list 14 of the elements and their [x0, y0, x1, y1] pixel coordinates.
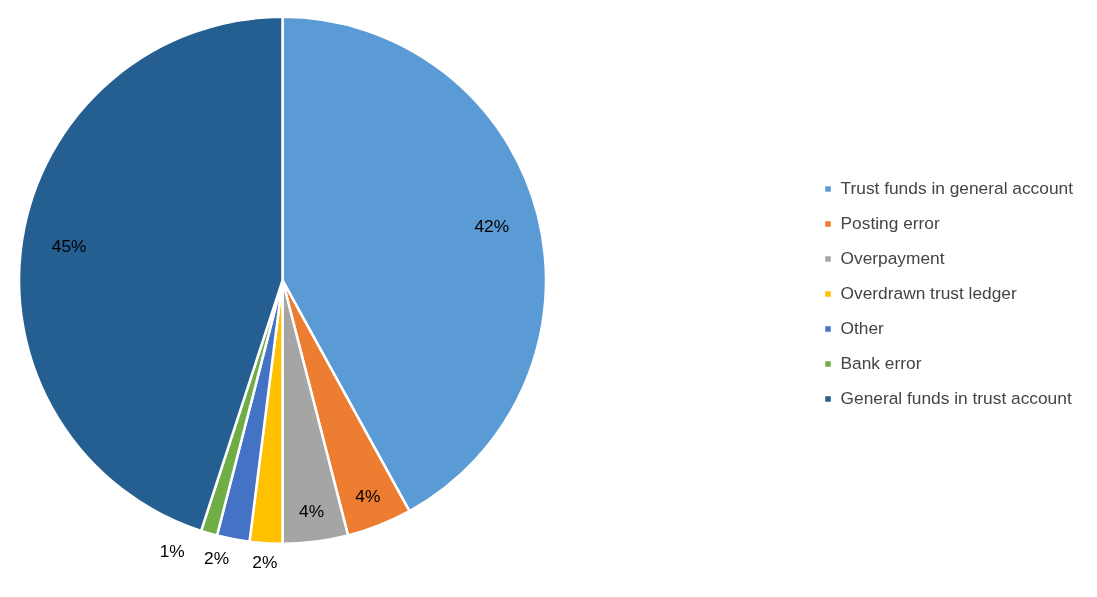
data-label: 42% — [474, 216, 510, 237]
legend-label: Overpayment — [840, 247, 945, 269]
legend-label: Posting error — [840, 212, 940, 234]
data-label: 4% — [355, 486, 381, 507]
legend-label: Trust funds in general account — [840, 177, 1073, 199]
data-label: 2% — [252, 552, 278, 573]
legend-label: Overdrawn trust ledger — [840, 282, 1017, 304]
data-label: 1% — [159, 541, 185, 562]
legend-label: Bank error — [840, 352, 922, 374]
legend-label: Other — [840, 317, 884, 339]
data-label: 45% — [51, 236, 87, 257]
data-label: 4% — [299, 500, 325, 521]
data-label: 2% — [204, 547, 230, 568]
legend-label: General funds in trust account — [840, 387, 1072, 409]
